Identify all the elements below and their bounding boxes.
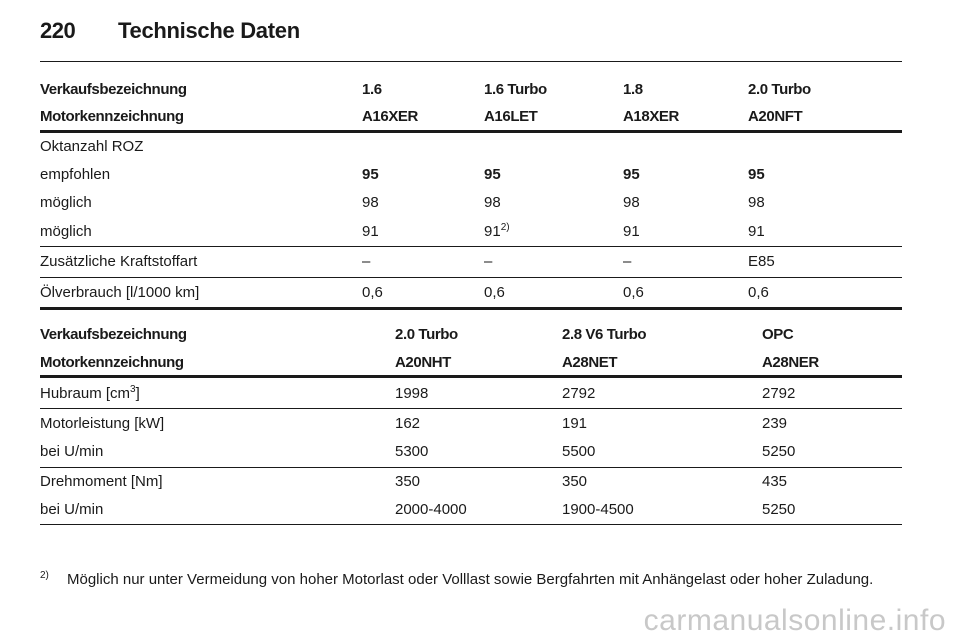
table-cell: Drehmoment [Nm] — [40, 473, 163, 490]
table-cell: – — [484, 253, 493, 270]
table-header-cell: 1.6 — [362, 81, 382, 98]
table-cell: 2000-4000 — [395, 501, 467, 518]
table-header-cell: A16LET — [484, 108, 538, 125]
table-cell: – — [623, 253, 632, 270]
table-cell: 5500 — [562, 443, 596, 460]
table-divider — [40, 277, 902, 278]
table-cell: 1900-4500 — [562, 501, 634, 518]
cell-value: 91 — [484, 223, 501, 240]
table-cell: Motorleistung [kW] — [40, 415, 165, 432]
table-cell: 912) — [484, 218, 510, 246]
table-cell: 2792 — [562, 385, 596, 402]
table-divider — [40, 467, 902, 468]
footnote-reference: 2) — [500, 222, 510, 233]
table-cell: möglich — [40, 223, 92, 240]
table-divider — [40, 408, 902, 409]
table-cell: bei U/min — [40, 443, 104, 460]
table-row: Verkaufsbezeichnung 2.0 Turbo 2.8 V6 Tur… — [40, 321, 902, 349]
table-header-cell: A20NFT — [748, 108, 803, 125]
table-header-cell: A16XER — [362, 108, 418, 125]
table-cell: 1998 — [395, 385, 429, 402]
table-row: Ölverbrauch [l/1000 km] 0,6 0,6 0,6 0,6 — [40, 279, 902, 307]
table-header-cell: 2.0 Turbo — [395, 326, 458, 343]
table-cell: empfohlen — [40, 166, 111, 183]
unit-exponent: 3 — [130, 384, 136, 395]
page-number: 220 — [40, 18, 76, 43]
table-row: Drehmoment [Nm] 350 350 435 — [40, 468, 902, 496]
table-cell: 350 — [562, 473, 588, 490]
table-cell: möglich — [40, 194, 92, 211]
header-divider — [40, 61, 902, 62]
watermark: carmanualsonline.info — [643, 604, 946, 637]
table-cell: 95 — [362, 166, 379, 183]
table-cell: 0,6 — [484, 284, 505, 301]
table-cell: 95 — [623, 166, 640, 183]
table-cell: 5250 — [762, 443, 796, 460]
table-header-cell: Verkaufsbezeichnung — [40, 81, 187, 98]
table-row: bei U/min 5300 5500 5250 — [40, 438, 902, 466]
table-header-cell: 2.8 V6 Turbo — [562, 326, 647, 343]
table-row: möglich 98 98 98 98 — [40, 189, 902, 217]
table-cell: 98 — [623, 194, 640, 211]
table-cell: 91 — [362, 223, 379, 240]
table-cell: 98 — [484, 194, 501, 211]
table-cell: 5300 — [395, 443, 429, 460]
table-cell: 239 — [762, 415, 788, 432]
table-cell: 0,6 — [623, 284, 644, 301]
footnote-text: Möglich nur unter Vermeidung von hoher M… — [67, 571, 874, 588]
table-row: Verkaufsbezeichnung 1.6 1.6 Turbo 1.8 2.… — [40, 76, 902, 104]
table-cell: 350 — [395, 473, 421, 490]
table-divider — [40, 130, 902, 133]
cell-label-close: ] — [135, 385, 140, 402]
table-header-cell: OPC — [762, 326, 794, 343]
table-cell: Ölverbrauch [l/1000 km] — [40, 284, 200, 301]
table-cell: bei U/min — [40, 501, 104, 518]
table-cell: Hubraum [cm3] — [40, 380, 140, 408]
table-row: Motorleistung [kW] 162 191 239 — [40, 410, 902, 438]
table-cell: E85 — [748, 253, 775, 270]
table-header-cell: A18XER — [623, 108, 679, 125]
table-header-cell: A28NER — [762, 354, 819, 371]
table-cell: 95 — [484, 166, 501, 183]
table-header-cell: A28NET — [562, 354, 618, 371]
table-header-cell: 1.6 Turbo — [484, 81, 547, 98]
table-divider — [40, 375, 902, 378]
table-header-cell: 1.8 — [623, 81, 643, 98]
table-cell: 98 — [748, 194, 765, 211]
table-cell: Oktanzahl ROZ — [40, 138, 144, 155]
cell-label: Hubraum [cm — [40, 385, 131, 402]
table-header-cell: 2.0 Turbo — [748, 81, 811, 98]
table-row: Motorkennzeichnung A16XER A16LET A18XER … — [40, 103, 902, 131]
table-row: Zusätzliche Kraftstoffart – – – E85 — [40, 248, 902, 276]
table-divider — [40, 246, 902, 247]
table-cell: Zusätzliche Kraftstoffart — [40, 253, 198, 270]
table-row: möglich 91 912) 91 91 — [40, 218, 902, 246]
table-divider — [40, 307, 902, 310]
table-cell: 0,6 — [748, 284, 769, 301]
table-header-cell: Verkaufsbezeichnung — [40, 326, 187, 343]
table-cell: 162 — [395, 415, 421, 432]
table-header-cell: A20NHT — [395, 354, 451, 371]
table-cell: 2792 — [762, 385, 796, 402]
table-divider — [40, 524, 902, 525]
table-header-cell: Motorkennzeichnung — [40, 108, 184, 125]
table-row: Oktanzahl ROZ — [40, 133, 902, 161]
table-row: bei U/min 2000-4000 1900-4500 5250 — [40, 496, 902, 524]
table-row: empfohlen 95 95 95 95 — [40, 161, 902, 189]
table-row: Motorkennzeichnung A20NHT A28NET A28NER — [40, 349, 902, 377]
table-header-cell: Motorkennzeichnung — [40, 354, 184, 371]
table-cell: 435 — [762, 473, 788, 490]
table-cell: 191 — [562, 415, 588, 432]
table-cell: – — [362, 253, 371, 270]
table-cell: 5250 — [762, 501, 796, 518]
table-cell: 0,6 — [362, 284, 383, 301]
table-cell: 91 — [748, 223, 765, 240]
table-cell: 98 — [362, 194, 379, 211]
table-row: Hubraum [cm3] 1998 2792 2792 — [40, 380, 902, 408]
page-title: Technische Daten — [118, 18, 300, 43]
table-cell: 91 — [623, 223, 640, 240]
table-cell: 95 — [748, 166, 765, 183]
footnote-mark: 2) — [40, 570, 49, 581]
